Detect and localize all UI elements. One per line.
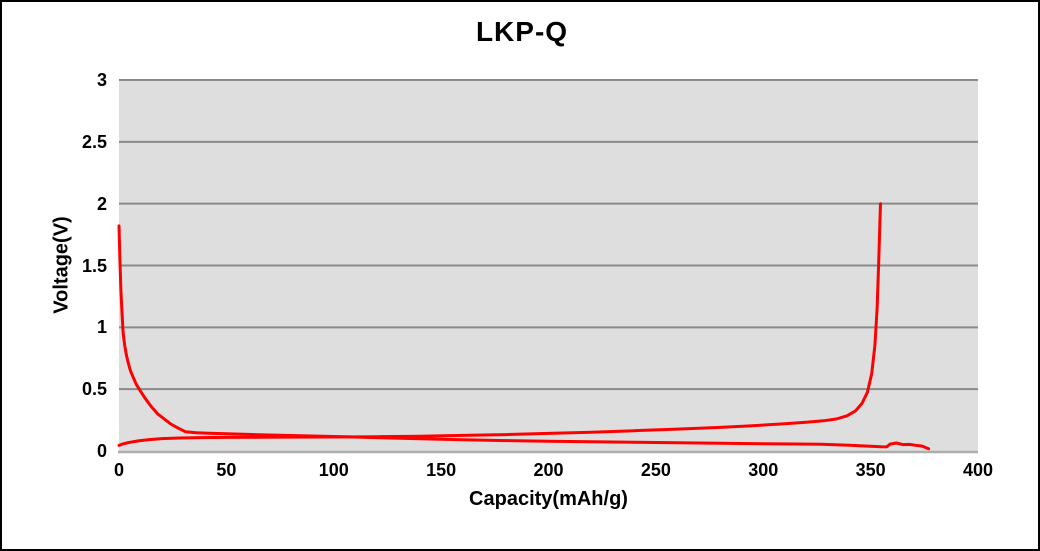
x-tick-label: 200 bbox=[533, 460, 564, 480]
x-tick-label: 400 bbox=[962, 460, 994, 480]
x-axis-title: Capacity(mAh/g) bbox=[469, 488, 628, 510]
y-tick-label: 3 bbox=[96, 70, 107, 90]
x-tick-label: 100 bbox=[318, 460, 349, 480]
y-tick-label: 2.5 bbox=[81, 131, 107, 152]
y-tick-label: 1.5 bbox=[81, 255, 107, 276]
y-tick-label: 0.5 bbox=[81, 379, 107, 400]
x-tick-label: 50 bbox=[216, 460, 237, 480]
x-tick-label: 300 bbox=[748, 460, 779, 480]
charge-curve bbox=[117, 202, 882, 447]
y-tick-label: 2 bbox=[96, 193, 107, 214]
x-tick-label: 250 bbox=[640, 460, 671, 480]
y-tick-label: 1 bbox=[96, 317, 107, 338]
x-tick-label: 0 bbox=[113, 460, 124, 480]
chart-title: LKP-Q bbox=[475, 16, 569, 47]
y-tick-label: 0 bbox=[96, 441, 107, 461]
x-tick-label: 150 bbox=[426, 460, 457, 480]
x-tick-label: 350 bbox=[855, 460, 886, 480]
